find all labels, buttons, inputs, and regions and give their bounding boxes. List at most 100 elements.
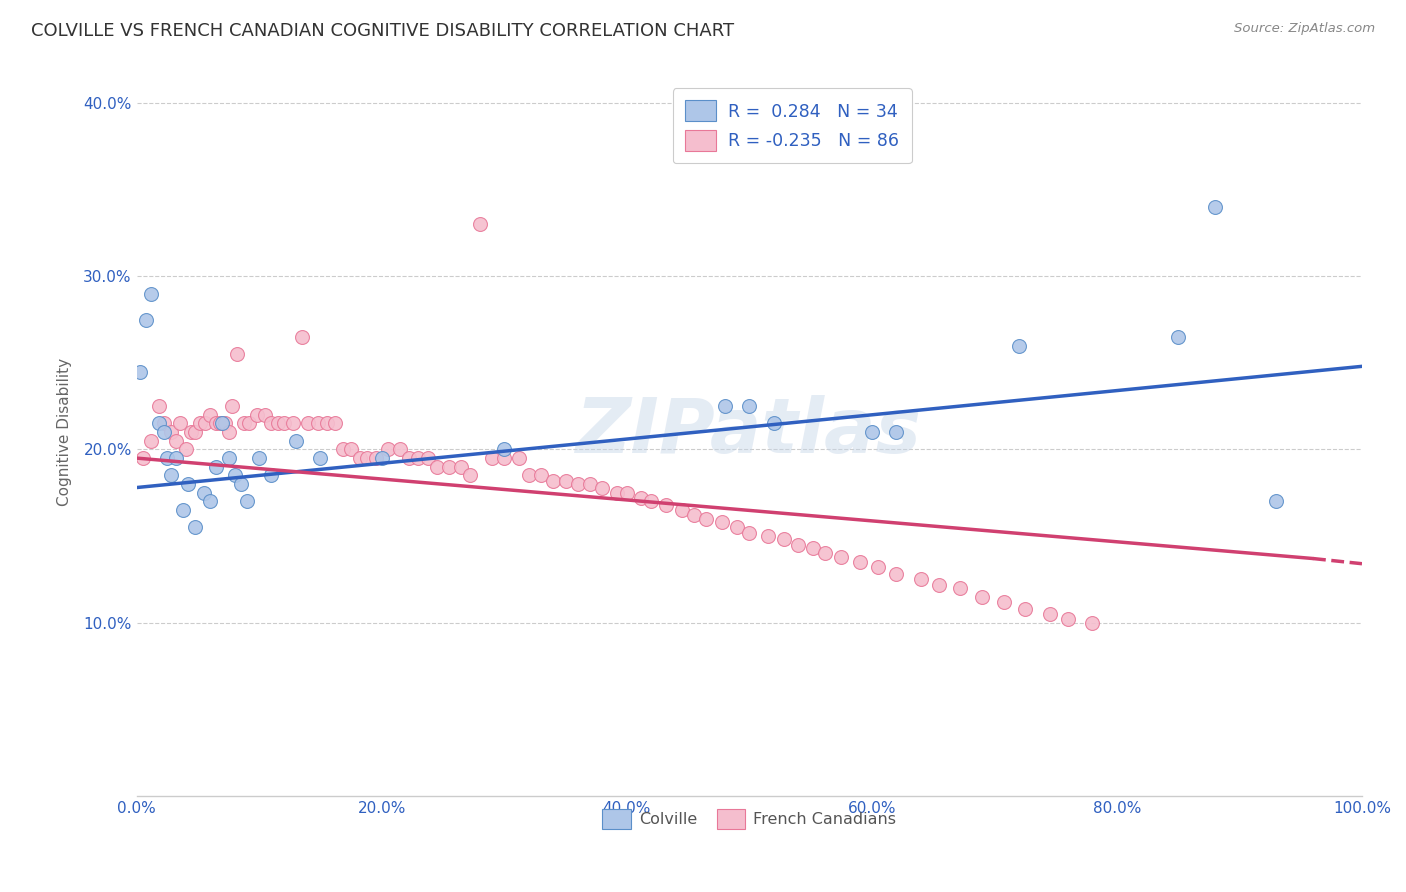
Point [725,520,748,534]
Point [370,451,392,466]
Point [450,459,472,474]
Y-axis label: Cognitive Disability: Cognitive Disability [58,358,72,506]
Point [418,451,440,466]
Text: ZIPatlas: ZIPatlas [576,395,922,469]
Point [993,595,1015,609]
Point [972,590,994,604]
Text: Source: ZipAtlas.com: Source: ZipAtlas.com [1234,22,1375,36]
Point [160,468,183,483]
Point [830,549,852,564]
Point [860,425,883,439]
Point [1057,612,1080,626]
Point [738,399,761,413]
Point [273,417,295,431]
Point [494,451,516,466]
Point [683,508,706,523]
Point [315,417,337,431]
Point [177,477,200,491]
Point [260,468,283,483]
Point [246,408,269,422]
Point [291,330,314,344]
Point [1204,200,1226,214]
Point [165,451,187,466]
Point [517,468,540,483]
Point [616,485,638,500]
Point [640,494,662,508]
Point [135,312,157,326]
Point [928,577,950,591]
Point [437,459,460,474]
Point [356,451,378,466]
Point [714,399,737,413]
Point [148,417,170,431]
Point [309,451,332,466]
Point [198,494,221,508]
Point [284,434,307,448]
Point [458,468,481,483]
Point [266,417,288,431]
Point [1081,615,1104,630]
Point [238,417,260,431]
Point [886,567,908,582]
Text: COLVILLE VS FRENCH CANADIAN COGNITIVE DISABILITY CORRELATION CHART: COLVILLE VS FRENCH CANADIAN COGNITIVE DI… [31,22,734,40]
Point [247,451,270,466]
Point [218,451,240,466]
Point [226,347,249,361]
Point [165,434,187,448]
Point [221,399,243,413]
Point [711,515,734,529]
Point [398,451,420,466]
Point [236,494,259,508]
Point [848,555,870,569]
Point [695,512,717,526]
Point [260,417,283,431]
Point [169,417,191,431]
Point [606,485,628,500]
Point [543,474,565,488]
Point [1008,338,1031,352]
Point [630,491,652,505]
Point [508,451,530,466]
Point [229,477,252,491]
Point [218,425,240,439]
Point [224,468,246,483]
Point [468,218,491,232]
Point [184,520,207,534]
Point [886,425,908,439]
Point [756,529,779,543]
Point [152,425,174,439]
Point [132,451,155,466]
Legend: Colville, French Canadians: Colville, French Canadians [596,803,903,835]
Point [148,399,170,413]
Point [190,417,212,431]
Point [1265,494,1288,508]
Point [671,503,693,517]
Point [156,451,179,466]
Point [426,459,449,474]
Point [494,442,516,457]
Point [160,425,183,439]
Point [323,417,346,431]
Point [205,459,228,474]
Point [1167,330,1189,344]
Point [198,408,221,422]
Point [787,538,810,552]
Point [910,572,932,586]
Point [738,525,761,540]
Point [579,477,602,491]
Point [591,481,613,495]
Point [762,417,785,431]
Point [297,417,319,431]
Point [349,451,371,466]
Point [377,442,399,457]
Point [254,408,277,422]
Point [141,286,163,301]
Point [772,533,794,547]
Point [211,417,233,431]
Point [340,442,363,457]
Point [389,442,412,457]
Point [141,434,163,448]
Point [530,468,553,483]
Point [194,417,217,431]
Point [655,498,678,512]
